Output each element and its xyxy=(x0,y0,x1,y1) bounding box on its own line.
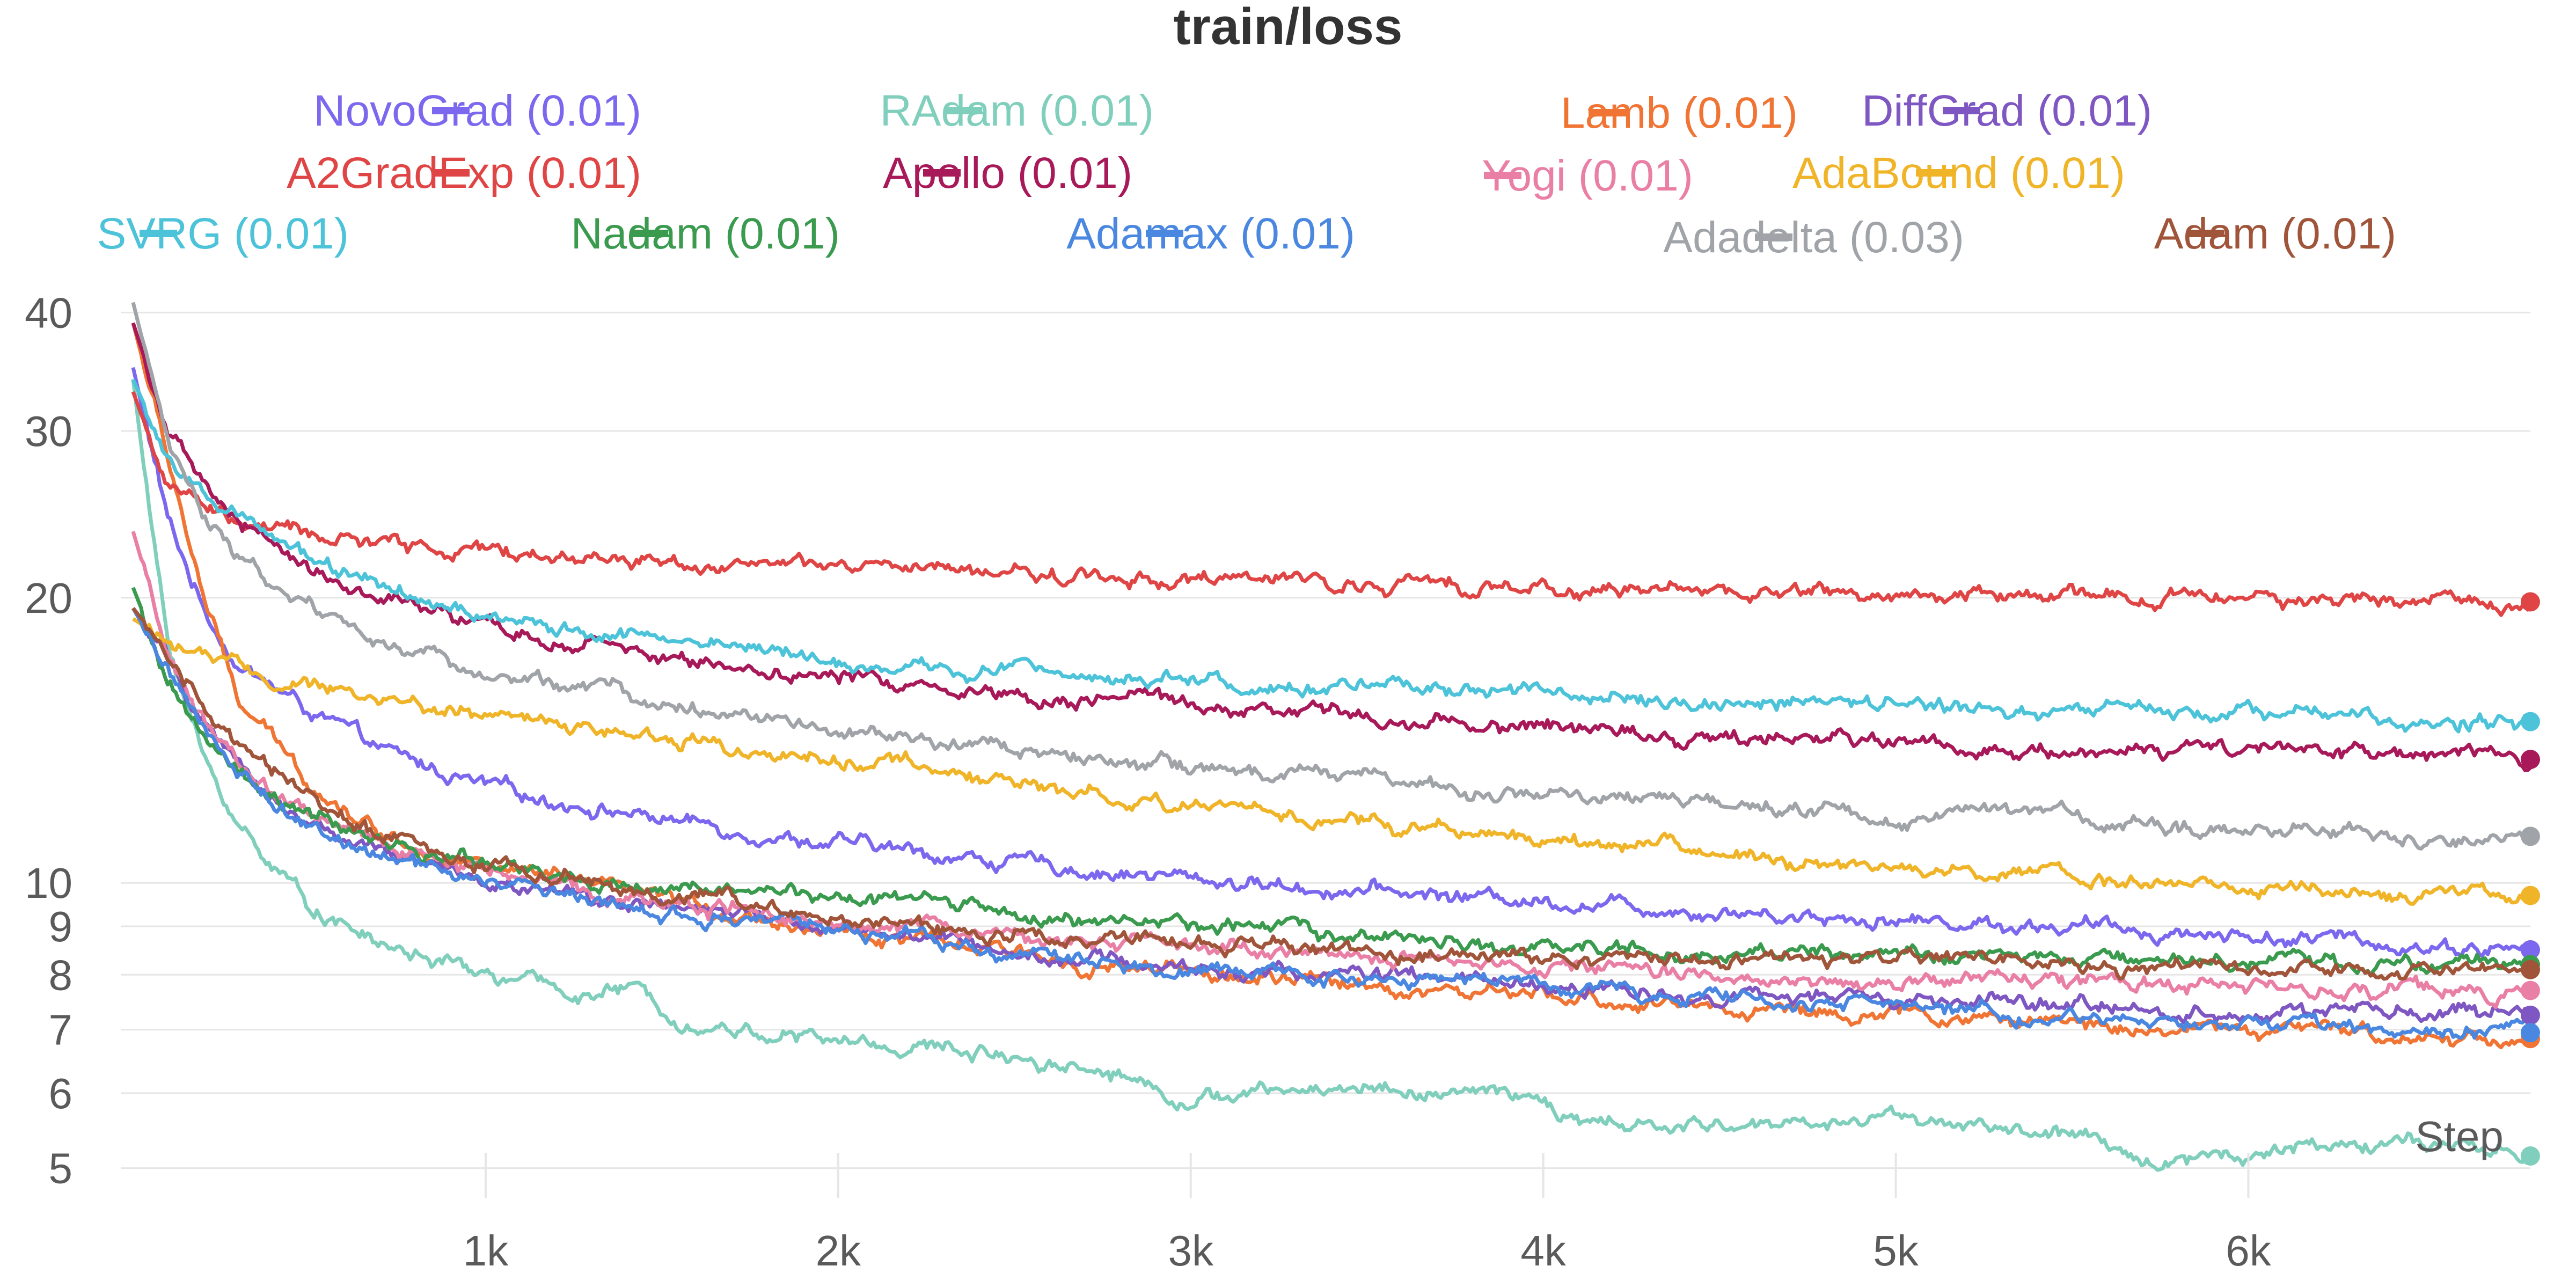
legend-item[interactable]: Adamax (0.01) xyxy=(1066,209,1355,258)
series-line xyxy=(131,607,2531,981)
legend-item[interactable]: SVRG (0.01) xyxy=(97,209,349,258)
y-tick-label: 20 xyxy=(25,574,72,622)
chart-title: train/loss xyxy=(1174,0,1403,55)
series-endpoint xyxy=(2521,712,2540,731)
x-tick-label: 1k xyxy=(463,1227,509,1275)
series-line xyxy=(131,367,2532,958)
series-endpoint xyxy=(2521,592,2540,612)
y-tick-label: 5 xyxy=(49,1145,73,1192)
legend-label: Adamax (0.01) xyxy=(1066,209,1355,258)
series-line xyxy=(131,322,2531,1050)
legend-label: Yogi (0.01) xyxy=(1482,151,1693,200)
legend-label: A2GradExp (0.01) xyxy=(287,149,641,197)
legend-item[interactable]: Nadam (0.01) xyxy=(571,209,840,258)
y-tick-label: 8 xyxy=(49,951,73,999)
series-line xyxy=(131,587,2533,977)
x-axis: 1k 2k 3k 4k 5k 6k xyxy=(463,1153,2272,1275)
legend-label: Nadam (0.01) xyxy=(571,209,840,258)
y-tick-label: 30 xyxy=(25,407,72,455)
y-tick-label: 10 xyxy=(25,859,72,907)
series-endpoint xyxy=(2521,940,2540,960)
legend-item[interactable]: Yogi (0.01) xyxy=(1482,151,1693,200)
series-lines xyxy=(131,302,2533,1172)
series-line xyxy=(131,379,2531,1172)
series-endpoint xyxy=(2521,1005,2540,1025)
legend-item[interactable]: Adam (0.01) xyxy=(2154,209,2396,258)
series-endpoint xyxy=(2521,1146,2540,1166)
legend-label: Lamb (0.01) xyxy=(1561,89,1798,137)
series-endpoint xyxy=(2521,885,2540,905)
legend-label: Adadelta (0.03) xyxy=(1663,213,1964,262)
series-line xyxy=(131,378,2533,734)
y-tick-label: 6 xyxy=(49,1070,73,1117)
series-line xyxy=(131,391,2533,617)
series-line xyxy=(131,607,2530,1040)
y-tick-label: 40 xyxy=(25,289,72,336)
legend-item[interactable]: AdaBound (0.01) xyxy=(1792,149,2125,197)
legend-item[interactable]: Apollo (0.01) xyxy=(883,149,1132,197)
legend-label: Adam (0.01) xyxy=(2154,209,2396,258)
legend-label: AdaBound (0.01) xyxy=(1792,149,2125,197)
legend-label: SVRG (0.01) xyxy=(97,209,349,258)
series-endpoint xyxy=(2521,960,2540,979)
y-tick-label: 7 xyxy=(49,1006,73,1054)
series-line xyxy=(132,617,2532,906)
legend-label: Apollo (0.01) xyxy=(883,149,1132,197)
legend-item[interactable]: NovoGrad (0.01) xyxy=(313,86,641,135)
series-endpoints xyxy=(2521,592,2540,1166)
legend-background xyxy=(0,0,2394,284)
series-endpoint xyxy=(2521,1023,2540,1043)
series-line xyxy=(131,302,2531,851)
x-tick-label: 5k xyxy=(1873,1227,1919,1275)
x-tick-label: 2k xyxy=(816,1227,861,1275)
legend-item[interactable]: Adadelta (0.03) xyxy=(1663,213,1964,262)
series-endpoint xyxy=(2521,980,2540,1000)
legend-item[interactable]: A2GradExp (0.01) xyxy=(287,149,641,197)
series-endpoint xyxy=(2521,826,2540,846)
legend-item[interactable]: DiffGrad (0.01) xyxy=(1862,86,2152,135)
x-axis-label: Step xyxy=(2415,1113,2504,1160)
x-tick-label: 3k xyxy=(1168,1227,1213,1275)
series-endpoint xyxy=(2521,750,2540,770)
x-tick-label: 6k xyxy=(2226,1227,2271,1275)
legend-label: RAdam (0.01) xyxy=(880,86,1154,135)
legend-label: DiffGrad (0.01) xyxy=(1862,86,2152,135)
legend-label: NovoGrad (0.01) xyxy=(313,86,641,135)
grid xyxy=(121,311,2530,1169)
x-tick-label: 4k xyxy=(1520,1227,1566,1275)
legend: NovoGrad (0.01) RAdam (0.01) Lamb (0.01) Di… xyxy=(97,86,2396,262)
legend-item[interactable]: RAdam (0.01) xyxy=(880,86,1154,135)
series-line xyxy=(131,322,2532,772)
legend-item[interactable]: Lamb (0.01) xyxy=(1561,89,1798,137)
y-tick-label: 9 xyxy=(49,903,73,950)
